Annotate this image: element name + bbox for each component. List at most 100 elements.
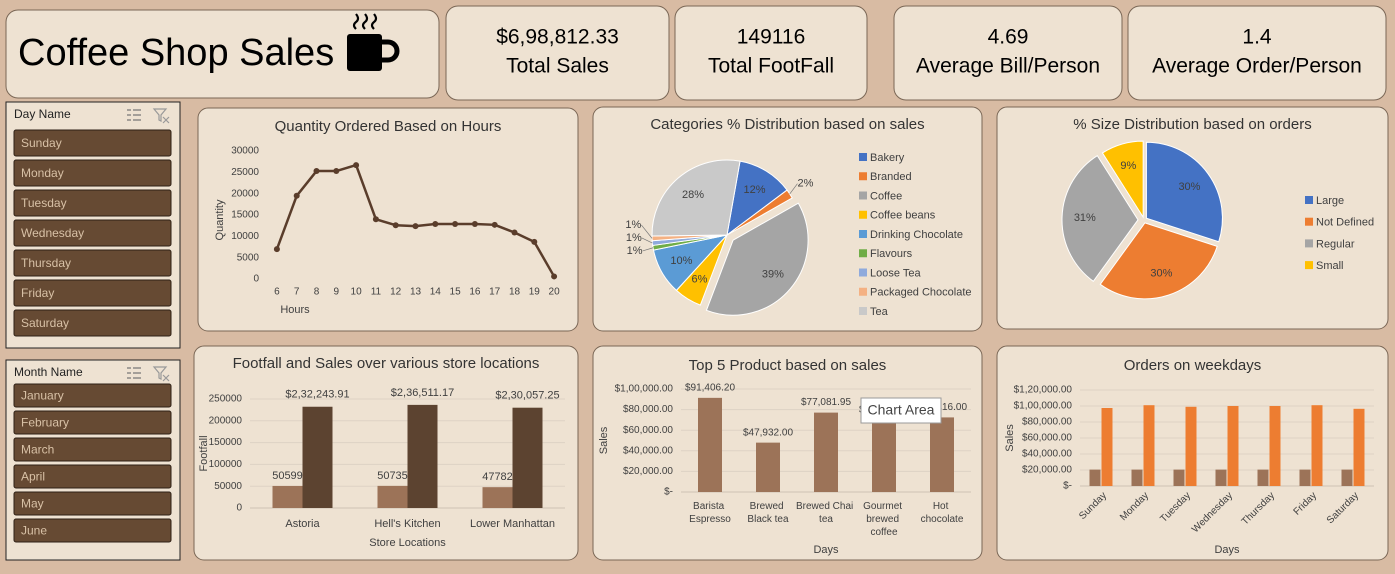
x-axis-title: Days <box>1214 544 1240 556</box>
slicer-item[interactable] <box>13 464 172 489</box>
bar <box>407 404 438 508</box>
x-tick-label: Brewed Black tea <box>747 501 789 525</box>
slicer-item[interactable] <box>13 518 172 543</box>
pie-slice <box>705 202 809 316</box>
slicer-item[interactable] <box>13 491 172 516</box>
line-marker <box>392 222 399 229</box>
legend-label: Flavours <box>870 248 913 260</box>
slicer-item-label: January <box>21 389 64 403</box>
slicer-item[interactable] <box>13 219 172 247</box>
panel <box>674 5 868 101</box>
leader-line <box>642 247 654 252</box>
slicer-item[interactable] <box>13 383 172 408</box>
data-label: 47782 <box>482 471 513 483</box>
line-marker <box>353 162 360 169</box>
y-tick-label: $80,000.00 <box>623 404 673 415</box>
multi-select-icon[interactable] <box>127 109 141 121</box>
x-tick-label: 13 <box>410 287 422 298</box>
bar <box>1257 469 1269 486</box>
legend-label: Packaged Chocolate <box>870 287 972 299</box>
x-tick-label: 20 <box>549 287 561 298</box>
legend-label: Loose Tea <box>870 267 921 279</box>
kpi-value: 1.4 <box>1242 26 1272 49</box>
bar <box>302 406 333 508</box>
x-tick-label: 9 <box>334 287 340 298</box>
line-marker <box>531 238 538 245</box>
bar <box>1299 469 1311 486</box>
y-tick-label: 100000 <box>209 459 243 470</box>
pie-slice <box>651 159 741 237</box>
data-label: $2,32,243.91 <box>285 389 349 401</box>
data-label: 50599 <box>272 470 303 482</box>
steam <box>352 13 360 30</box>
line-marker <box>293 192 300 199</box>
slicer-item[interactable] <box>13 410 172 435</box>
leader-line <box>641 224 653 239</box>
multi-select-icon[interactable] <box>127 367 141 379</box>
slicer-item[interactable] <box>13 189 172 217</box>
line-marker <box>452 220 459 227</box>
line-marker <box>372 216 379 223</box>
line-marker <box>273 246 280 253</box>
bar <box>1185 406 1197 486</box>
slicer-item-label: Saturday <box>21 316 69 330</box>
slicer-item[interactable] <box>13 129 172 157</box>
x-tick-label: Hot chocolate <box>921 501 964 525</box>
slicer-item[interactable] <box>13 249 172 277</box>
chart-title: Categories % Distribution based on sales <box>650 116 924 133</box>
y-tick-label: 25000 <box>231 167 259 178</box>
bar <box>1173 469 1185 486</box>
x-tick-label: 18 <box>509 287 521 298</box>
slicer-item-label: Monday <box>21 166 64 180</box>
bar <box>1227 406 1239 486</box>
slicer-item[interactable] <box>13 279 172 307</box>
legend-label: Branded <box>870 171 912 183</box>
slicer-title: Day Name <box>14 107 71 121</box>
data-label: 50735 <box>377 470 408 482</box>
pie-label: 31% <box>1074 212 1096 224</box>
bar <box>1143 405 1155 486</box>
x-tick-label: 11 <box>371 287 382 298</box>
legend-label: Large <box>1316 195 1344 207</box>
pie-label: 30% <box>1150 267 1172 279</box>
pie-label: 39% <box>762 268 784 280</box>
x-tick-label: 6 <box>274 287 280 298</box>
legend-label: Coffee <box>870 190 902 202</box>
line-marker <box>491 221 498 228</box>
bar <box>1269 406 1281 486</box>
clear-filter-icon[interactable] <box>152 108 170 124</box>
kpi-value: $6,98,812.33 <box>496 26 619 49</box>
steam <box>370 13 378 30</box>
legend-swatch <box>859 191 867 200</box>
x-axis-title: Store Locations <box>369 537 446 549</box>
pie-label: 9% <box>1120 160 1136 172</box>
slicer-item[interactable] <box>13 159 172 187</box>
y-tick-label: 20000 <box>231 188 259 199</box>
bar <box>1089 469 1101 486</box>
y-tick-label: $60,000.00 <box>1022 433 1072 444</box>
bar <box>872 419 896 492</box>
pie-slice <box>1099 222 1218 300</box>
legend-label: Not Defined <box>1316 217 1374 229</box>
y-tick-label: $- <box>1063 481 1072 492</box>
panel <box>5 9 440 99</box>
legend-label: Regular <box>1316 238 1355 250</box>
chart-title: Orders on weekdays <box>1124 357 1262 374</box>
slicer-item[interactable] <box>13 309 172 337</box>
line-marker <box>471 220 478 227</box>
y-tick-label: 200000 <box>209 415 243 426</box>
chart-title: % Size Distribution based on orders <box>1073 116 1311 133</box>
legend-swatch <box>1305 196 1313 204</box>
chart-title: Top 5 Product based on sales <box>689 357 887 374</box>
slicer-item-label: Thursday <box>21 256 71 270</box>
x-axis-title: Days <box>813 544 839 556</box>
data-label: $72,416.00 <box>917 402 967 413</box>
legend-swatch <box>859 249 867 258</box>
pie-label: 2% <box>797 178 813 190</box>
slicer-item[interactable] <box>13 437 172 462</box>
y-tick-label: $40,000.00 <box>1022 449 1072 460</box>
clear-filter-icon[interactable] <box>152 366 170 382</box>
steam <box>361 13 369 30</box>
slicer-item-label: April <box>21 470 45 484</box>
y-axis-title: Sales <box>598 426 610 454</box>
